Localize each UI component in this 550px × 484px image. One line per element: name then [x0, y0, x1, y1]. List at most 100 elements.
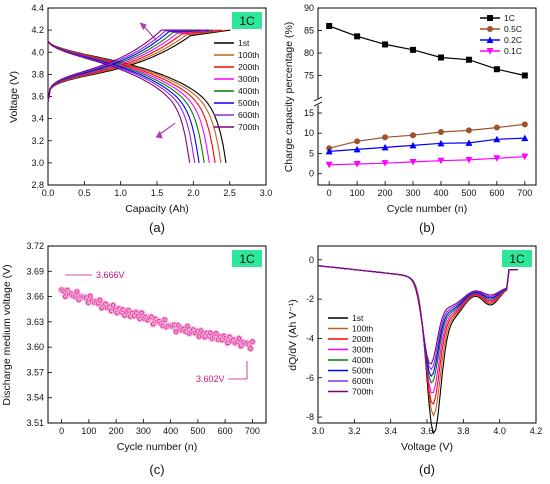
panel-d-curve [317, 265, 518, 384]
panel-b-xtick-label: 100 [350, 188, 365, 198]
panel-c-point [87, 293, 93, 299]
panel-a-badge: 1C [232, 12, 262, 29]
panel-a-xtick-label: 0.0 [42, 188, 55, 198]
panel-a-legend-label: 400th [238, 86, 260, 96]
panel-c-badge-text: 1C [239, 252, 255, 266]
panel-a-xtick-label: 1.5 [151, 188, 164, 198]
panel-a-legend-label: 100th [238, 50, 260, 60]
panel-c-point [208, 330, 213, 336]
panel-b-caption: (b) [419, 220, 435, 235]
panel-d-curve [317, 265, 518, 394]
legend-layer: 1st100th200th300th400th500th600th700th1C… [214, 13, 522, 397]
panel-a-ytick-label: 3.4 [31, 114, 44, 124]
panel-b-point [521, 134, 529, 142]
panel-b-ytick-label: 85 [304, 26, 314, 36]
panel-a-legend-label: 500th [238, 98, 260, 108]
panel-c-xtick-label: 600 [218, 426, 233, 436]
panel-c-annotation-end: 3.602V [196, 361, 248, 384]
panel-b-legend-marker [487, 15, 493, 21]
panel-a-ytick-label: 4.0 [31, 47, 44, 57]
panel-c-point-shadow [73, 288, 81, 296]
panel-b-series-line [329, 156, 525, 166]
panel-c-point-shadow [184, 323, 191, 330]
panel-d-badge-text: 1C [509, 252, 525, 266]
panel-d-badge-bg [502, 250, 532, 267]
panel-b-xtick-label: 200 [378, 188, 393, 198]
panel-b-point [381, 143, 389, 151]
panel-c-point-shadow [249, 338, 256, 346]
panel-b-point [382, 41, 389, 48]
panel-b-point [409, 158, 417, 166]
panel-b-legend-label: 0.1C [504, 46, 522, 56]
panel-c-xtick-label: 200 [109, 426, 124, 436]
panel-c-point [248, 346, 253, 351]
panel-a-legend-label: 600th [238, 110, 260, 120]
panel-c-ytick-label: 3.63 [26, 317, 44, 327]
panel-b-legend-marker [486, 36, 494, 43]
panel-b-axis-break-gap [314, 99, 322, 105]
panel-b-xtick-label: 400 [433, 188, 448, 198]
panel-b-point [465, 156, 473, 164]
panel-d-legend-label: 600th [352, 376, 374, 386]
panel-c-badge: 1C [232, 250, 262, 267]
panel-b-xtick-label: 500 [461, 188, 476, 198]
panel-c-point [162, 317, 167, 322]
panel-b-point [493, 124, 500, 131]
panel-b-point [353, 160, 361, 168]
panel-d-ytick-label: -2 [306, 294, 314, 304]
panel-b-axis-break [313, 96, 323, 107]
panel-b-point [409, 141, 417, 149]
panel-a-charge-curve [47, 29, 202, 103]
panel-a-xtick-label: 0.5 [78, 188, 91, 198]
panel-b-point [326, 23, 333, 29]
panel-b-point [325, 161, 333, 169]
panel-c-xtick-label: 500 [190, 426, 205, 436]
panel-d-curve [317, 265, 518, 406]
panel-c-xtick-label: 100 [81, 426, 96, 436]
panel-c-point [196, 334, 202, 339]
panel-b-point [521, 153, 529, 161]
panel-b-point [465, 139, 473, 146]
panel-c-point [173, 329, 179, 334]
panel-a-legend-label: 1st [238, 38, 250, 48]
panel-b-point [493, 66, 500, 73]
panel-c-xtick-label: 300 [136, 426, 151, 436]
panel-a-ytick-label: 3.2 [31, 136, 44, 146]
panel-c-point [97, 298, 102, 303]
panel-a-discharge-fade-arrowhead [155, 130, 163, 139]
panel-d-legend-label: 500th [352, 366, 374, 376]
panel-b-point [521, 72, 528, 79]
panel-b-axis-break-mark-2 [313, 101, 323, 107]
panel-a-ytick-label: 2.8 [31, 180, 44, 190]
panel-b-ylabel: Charge capacity percentage (%) [283, 22, 295, 173]
panel-d-legend-label: 200th [352, 334, 374, 344]
panel-d-xtick-label: 4.2 [530, 426, 543, 436]
panel-a-caption: (a) [149, 220, 165, 235]
panel-c-point [139, 310, 144, 316]
panel-a-xtick-label: 2.5 [223, 188, 236, 198]
panel-a-ytick-label: 4.2 [31, 25, 44, 35]
panel-d-legend-label: 300th [352, 345, 374, 355]
panel-b-point [493, 155, 501, 162]
panel-c-point-shadow [247, 345, 254, 352]
panel-b-ytick-label: 5 [309, 148, 314, 158]
panel-a-charge-curve [47, 29, 231, 103]
panel-b-point [382, 134, 389, 141]
panel-b-xtick-label: 700 [517, 188, 532, 198]
panel-d-ytick-label: -4 [306, 333, 314, 343]
panel-b-point [354, 33, 361, 40]
panel-c-ytick-label: 3.60 [26, 342, 44, 352]
panel-b-legend-marker [487, 26, 493, 32]
panel-d-badge: 1C [502, 250, 532, 267]
panel-b-ytick-label: 15 [304, 108, 314, 118]
panel-d-xlabel: Voltage (V) [401, 441, 453, 453]
panel-c-ytick-label: 3.54 [26, 393, 44, 403]
panel-b-ytick-label: 80 [304, 48, 314, 58]
panel-a-ylabel: Voltage (V) [8, 71, 20, 123]
panel-c-point [213, 331, 219, 336]
panel-a-ytick-label: 3.8 [31, 69, 44, 79]
panel-b-legend-label: 0.2C [504, 35, 522, 45]
panel-a-discharge-fade-arrow [158, 122, 176, 136]
panel-b-ytick-label: 0 [309, 169, 314, 179]
panel-a-ytick-label: 3.6 [31, 92, 44, 102]
